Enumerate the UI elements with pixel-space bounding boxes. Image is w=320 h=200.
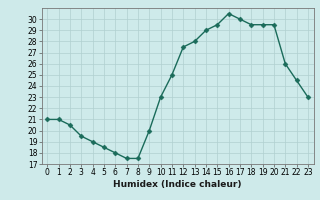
X-axis label: Humidex (Indice chaleur): Humidex (Indice chaleur) xyxy=(113,180,242,189)
